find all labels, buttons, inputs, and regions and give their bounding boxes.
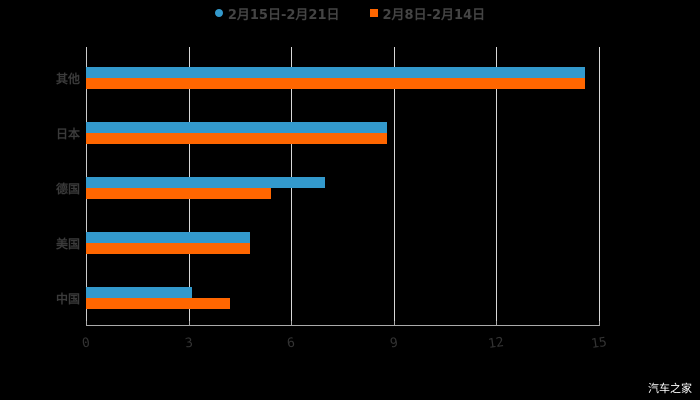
bar-previous-week[interactable] [86,133,387,144]
x-tick [86,321,87,326]
x-tick [599,321,600,326]
gridline [393,47,395,325]
bar-current-week[interactable] [86,67,586,78]
legend-square-icon [369,9,378,17]
x-tick [188,321,190,326]
bar-previous-week[interactable] [86,298,230,309]
gridline [599,47,600,325]
category-label: 其他 [55,72,80,86]
x-tick [393,321,395,326]
x-tick-label: 15 [590,334,608,353]
gridline [496,47,498,325]
category-label: 中国 [55,292,80,306]
x-axis [86,325,599,326]
legend-circle-icon [214,9,223,17]
x-tick [291,321,293,326]
bar-previous-week[interactable] [86,78,586,89]
chart-legend: 2月15日-2月21日 2月8日-2月14日 [0,3,700,23]
category-label: 德国 [55,182,80,196]
x-tick-label: 9 [388,335,399,352]
bar-current-week[interactable] [86,122,387,133]
legend-item-series-1[interactable]: 2月15日-2月21日 [214,4,340,23]
bar-previous-week[interactable] [86,188,271,199]
x-tick [496,321,498,326]
legend-item-series-2[interactable]: 2月8日-2月14日 [369,4,486,23]
category-label: 美国 [55,237,80,251]
bar-current-week[interactable] [86,232,251,243]
x-tick-label: 0 [81,335,91,352]
x-tick-label: 3 [183,335,194,352]
bar-current-week[interactable] [86,177,326,188]
legend-label: 2月15日-2月21日 [227,7,340,23]
legend-label: 2月8日-2月14日 [382,7,486,23]
bar-previous-week[interactable] [86,243,251,254]
x-tick-label: 12 [487,334,506,353]
watermark: 汽车之家 [648,382,692,395]
category-label: 日本 [55,127,80,141]
x-tick-label: 6 [286,335,297,352]
bar-current-week[interactable] [86,287,193,298]
